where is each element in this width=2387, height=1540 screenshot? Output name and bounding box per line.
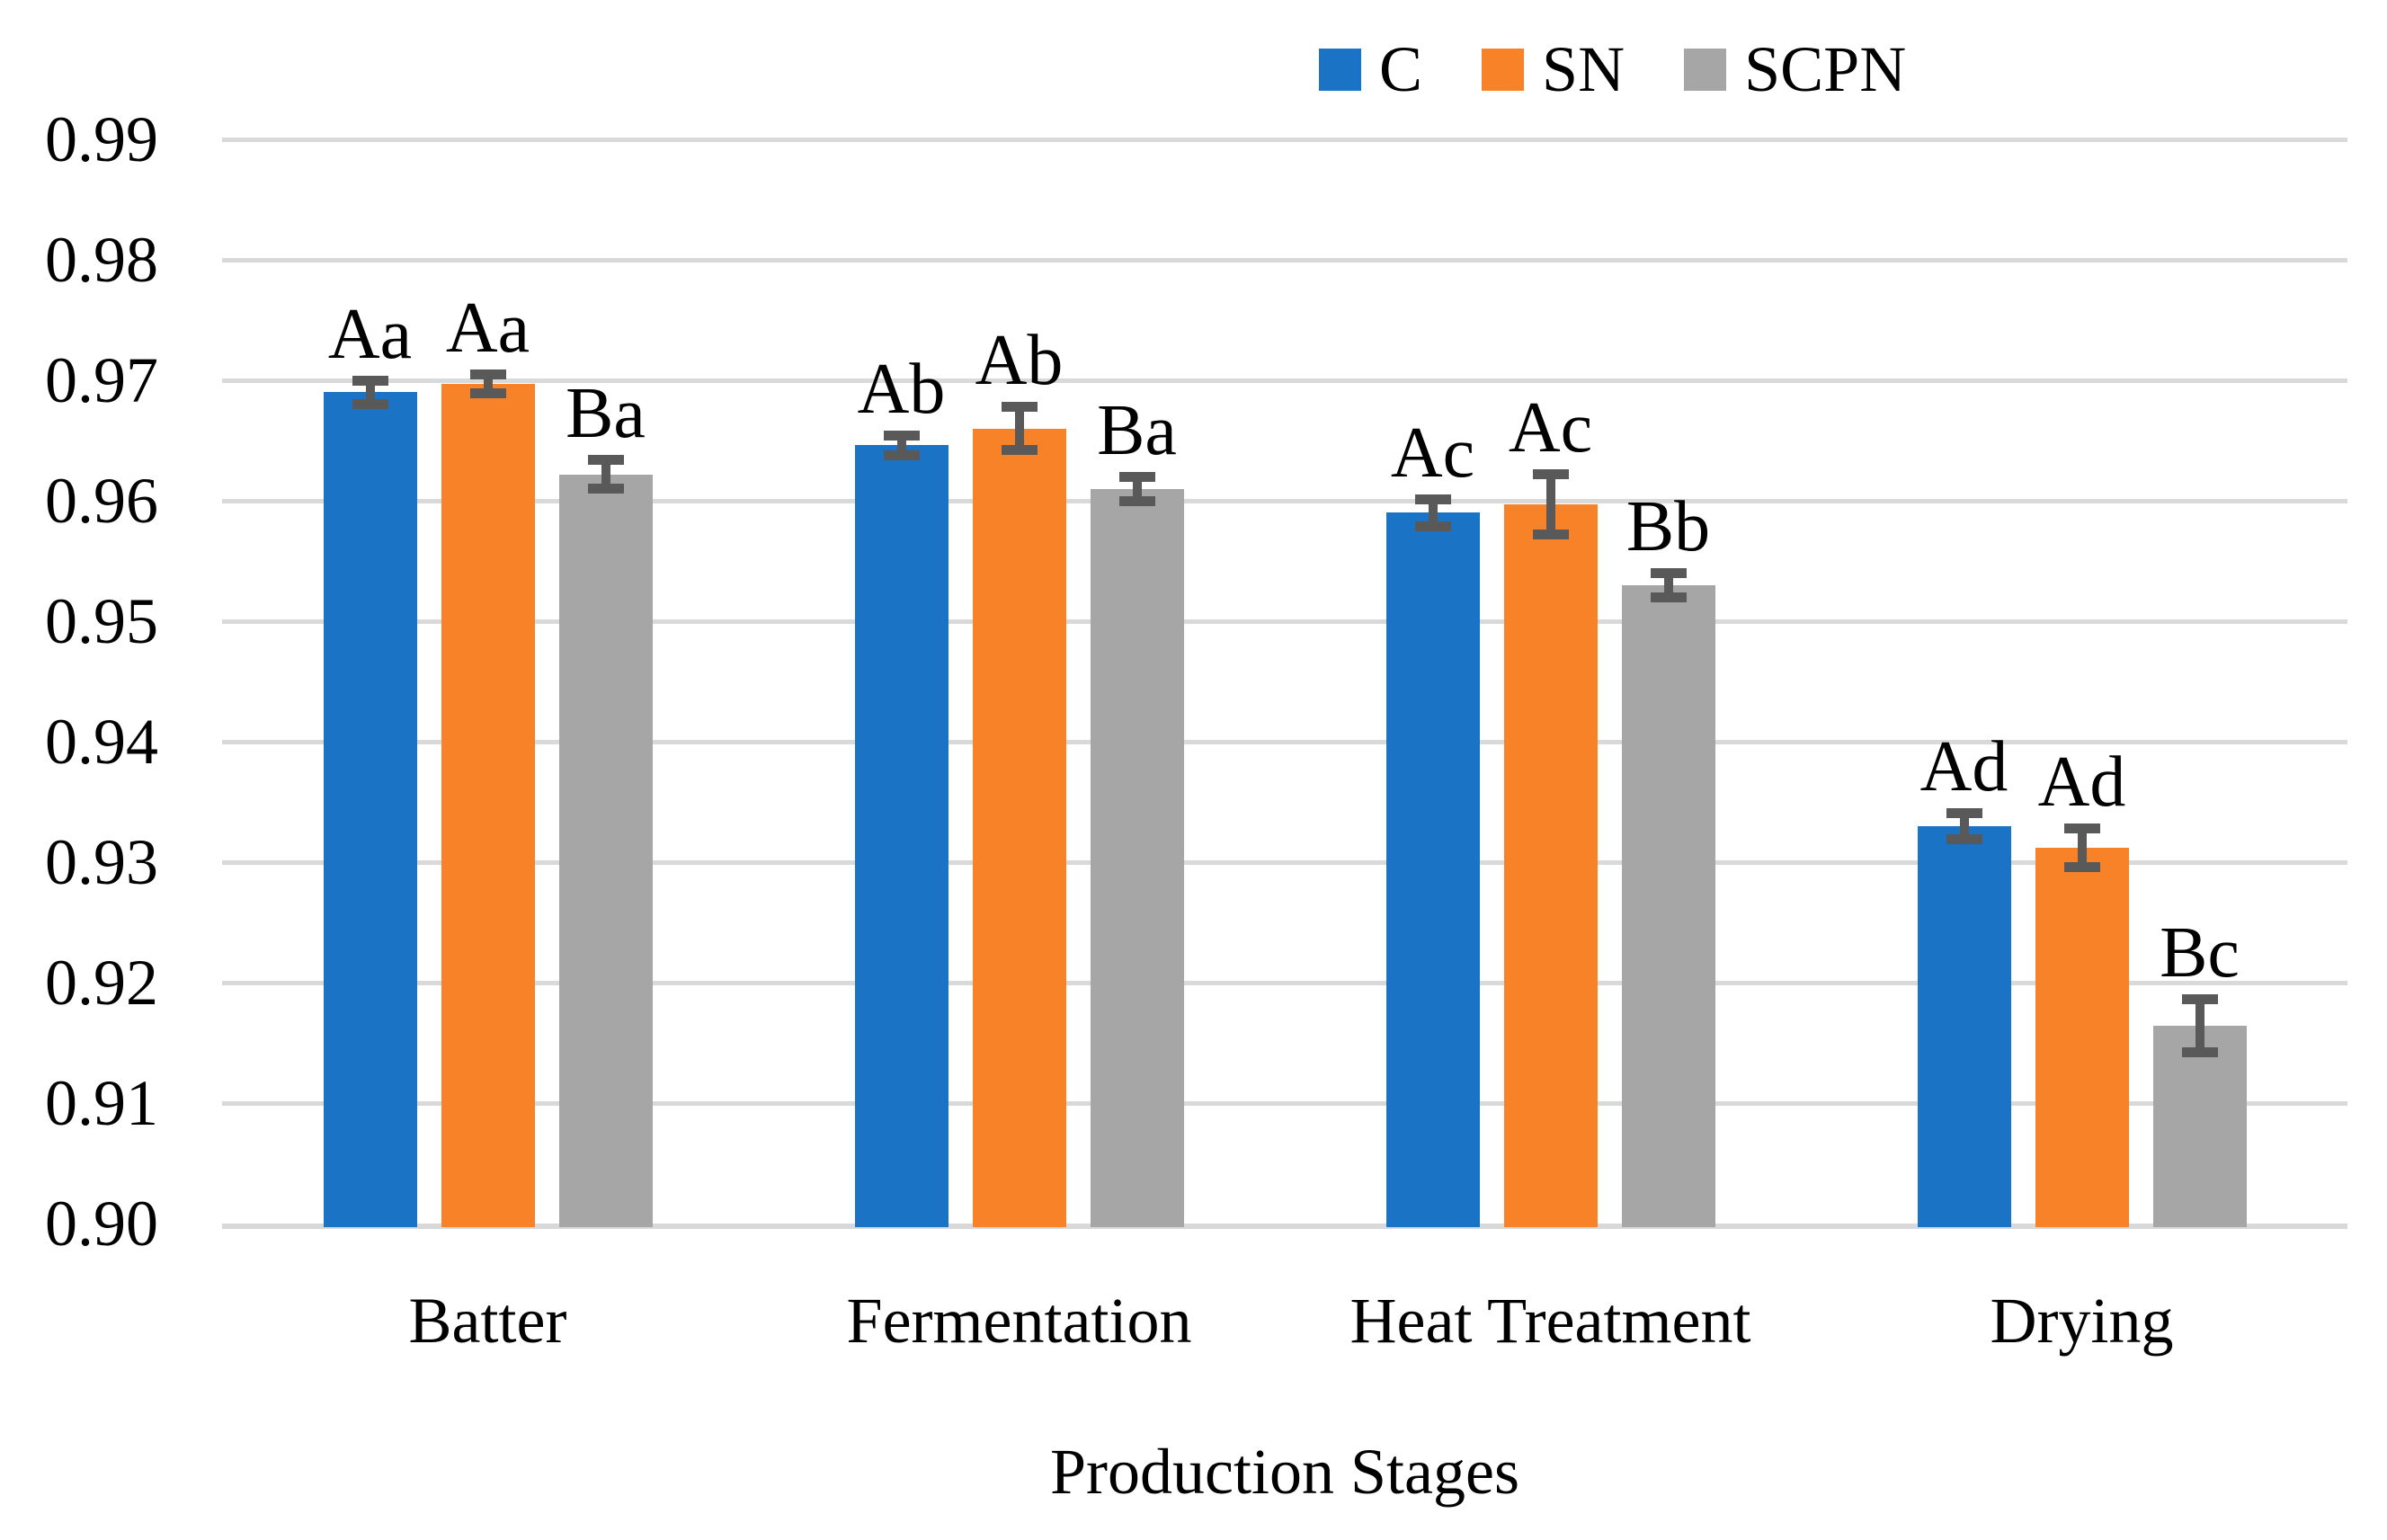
error-bar-stem-scpn-heat-treatment bbox=[1663, 573, 1673, 598]
bar-c-heat-treatment bbox=[1385, 512, 1480, 1227]
error-bar-top-cap-scpn-heat-treatment bbox=[1650, 567, 1687, 578]
bar-sn-fermentation bbox=[972, 428, 1066, 1227]
gridline bbox=[222, 860, 2347, 865]
x-tick-label-heat-treatment: Heat Treatment bbox=[1349, 1285, 1751, 1357]
bar-sn-heat-treatment bbox=[1503, 504, 1598, 1227]
y-tick-label: 0.94 bbox=[45, 706, 158, 778]
sig-label-scpn-drying: Bc bbox=[2160, 913, 2240, 993]
error-bar-bottom-cap-scpn-heat-treatment bbox=[1650, 592, 1687, 602]
gridline bbox=[222, 740, 2347, 744]
legend-swatch-c bbox=[1319, 48, 1361, 91]
legend-label-scpn: SCPN bbox=[1744, 33, 1907, 105]
x-tick-label-batter: Batter bbox=[408, 1285, 567, 1357]
error-bar-bottom-cap-sn-heat-treatment bbox=[1532, 530, 1569, 540]
error-bar-top-cap-scpn-batter bbox=[587, 454, 624, 465]
sig-label-sn-drying: Ad bbox=[2037, 742, 2126, 822]
bar-c-batter bbox=[323, 392, 417, 1227]
error-bar-top-cap-scpn-fermentation bbox=[1118, 471, 1155, 482]
sig-label-c-fermentation: Ab bbox=[857, 350, 946, 430]
error-bar-top-cap-sn-batter bbox=[469, 369, 506, 379]
y-tick-label: 0.90 bbox=[45, 1188, 158, 1260]
error-bar-bottom-cap-scpn-drying bbox=[2181, 1047, 2218, 1058]
error-bar-top-cap-c-fermentation bbox=[883, 431, 920, 441]
legend: C SN SCPN bbox=[1319, 28, 1906, 111]
legend-swatch-sn bbox=[1482, 48, 1525, 91]
y-tick-label: 0.98 bbox=[45, 224, 158, 296]
bar-scpn-batter bbox=[558, 474, 653, 1227]
y-tick-label: 0.93 bbox=[45, 826, 158, 898]
sig-label-c-batter: Aa bbox=[327, 294, 413, 374]
error-bar-top-cap-sn-fermentation bbox=[1001, 401, 1038, 412]
y-tick-label: 0.92 bbox=[45, 947, 158, 1019]
error-bar-stem-c-fermentation bbox=[896, 435, 906, 456]
legend-item-c: C bbox=[1319, 37, 1422, 102]
legend-item-scpn: SCPN bbox=[1684, 37, 1906, 102]
sig-label-sn-batter: Aa bbox=[445, 288, 530, 368]
y-tick-label: 0.95 bbox=[45, 585, 158, 657]
x-axis-line bbox=[222, 1224, 2347, 1229]
sig-label-scpn-heat-treatment: Bb bbox=[1625, 486, 1711, 566]
legend-swatch-scpn bbox=[1684, 48, 1727, 91]
legend-label-sn: SN bbox=[1542, 33, 1625, 105]
gridline bbox=[222, 138, 2347, 142]
sig-label-sn-heat-treatment: Ac bbox=[1508, 388, 1593, 468]
bar-scpn-heat-treatment bbox=[1621, 584, 1715, 1227]
error-bar-bottom-cap-c-heat-treatment bbox=[1414, 521, 1451, 531]
error-bar-bottom-cap-sn-drying bbox=[2063, 861, 2100, 872]
x-tick-label-fermentation: Fermentation bbox=[846, 1285, 1192, 1357]
gridline bbox=[222, 619, 2347, 624]
y-tick-label: 0.97 bbox=[45, 344, 158, 416]
sig-label-scpn-batter: Ba bbox=[566, 373, 646, 453]
error-bar-top-cap-sn-heat-treatment bbox=[1532, 469, 1569, 480]
error-bar-stem-scpn-drying bbox=[2195, 999, 2204, 1053]
bar-scpn-fermentation bbox=[1090, 488, 1184, 1227]
sig-label-sn-fermentation: Ab bbox=[975, 320, 1064, 400]
error-bar-bottom-cap-c-fermentation bbox=[883, 450, 920, 460]
error-bar-stem-c-drying bbox=[1959, 813, 1969, 840]
bar-c-fermentation bbox=[854, 445, 949, 1227]
sig-label-c-heat-treatment: Ac bbox=[1390, 414, 1475, 494]
error-bar-top-cap-sn-drying bbox=[2063, 823, 2100, 833]
bar-scpn-drying bbox=[2152, 1026, 2247, 1227]
y-tick-label: 0.91 bbox=[45, 1067, 158, 1139]
error-bar-bottom-cap-scpn-batter bbox=[587, 484, 624, 494]
error-bar-bottom-cap-c-batter bbox=[352, 399, 388, 410]
error-bar-stem-sn-drying bbox=[2077, 828, 2087, 868]
error-bar-stem-c-heat-treatment bbox=[1428, 499, 1438, 527]
bar-c-drying bbox=[1917, 825, 2011, 1227]
y-tick-label: 0.96 bbox=[45, 465, 158, 537]
error-bar-bottom-cap-sn-batter bbox=[469, 388, 506, 399]
bar-sn-batter bbox=[441, 384, 535, 1227]
legend-label-c: C bbox=[1379, 33, 1423, 105]
x-axis-title: Production Stages bbox=[1050, 1436, 1519, 1508]
x-tick-label-drying: Drying bbox=[1990, 1285, 2174, 1357]
gridline bbox=[222, 499, 2347, 503]
error-bar-stem-sn-heat-treatment bbox=[1545, 474, 1555, 535]
y-tick-label: 0.99 bbox=[45, 103, 158, 175]
gridline bbox=[222, 1101, 2347, 1106]
sig-label-c-drying: Ad bbox=[1919, 726, 2008, 806]
error-bar-stem-scpn-batter bbox=[601, 459, 610, 489]
gridline bbox=[222, 378, 2347, 383]
error-bar-top-cap-c-batter bbox=[352, 375, 388, 386]
error-bar-top-cap-scpn-drying bbox=[2181, 994, 2218, 1005]
error-bar-top-cap-c-drying bbox=[1946, 807, 1982, 818]
error-bar-stem-sn-fermentation bbox=[1014, 406, 1024, 450]
gridline bbox=[222, 981, 2347, 985]
gridline bbox=[222, 258, 2347, 263]
error-bar-stem-scpn-fermentation bbox=[1132, 476, 1142, 501]
error-bar-bottom-cap-sn-fermentation bbox=[1001, 445, 1038, 456]
error-bar-stem-sn-batter bbox=[483, 374, 493, 394]
sig-label-scpn-fermentation: Ba bbox=[1097, 390, 1177, 470]
error-bar-bottom-cap-c-drying bbox=[1946, 834, 1982, 845]
legend-item-sn: SN bbox=[1482, 37, 1625, 102]
error-bar-bottom-cap-scpn-fermentation bbox=[1118, 495, 1155, 506]
error-bar-stem-c-batter bbox=[365, 380, 375, 405]
error-bar-top-cap-c-heat-treatment bbox=[1414, 494, 1451, 505]
bar-sn-drying bbox=[2035, 847, 2129, 1227]
